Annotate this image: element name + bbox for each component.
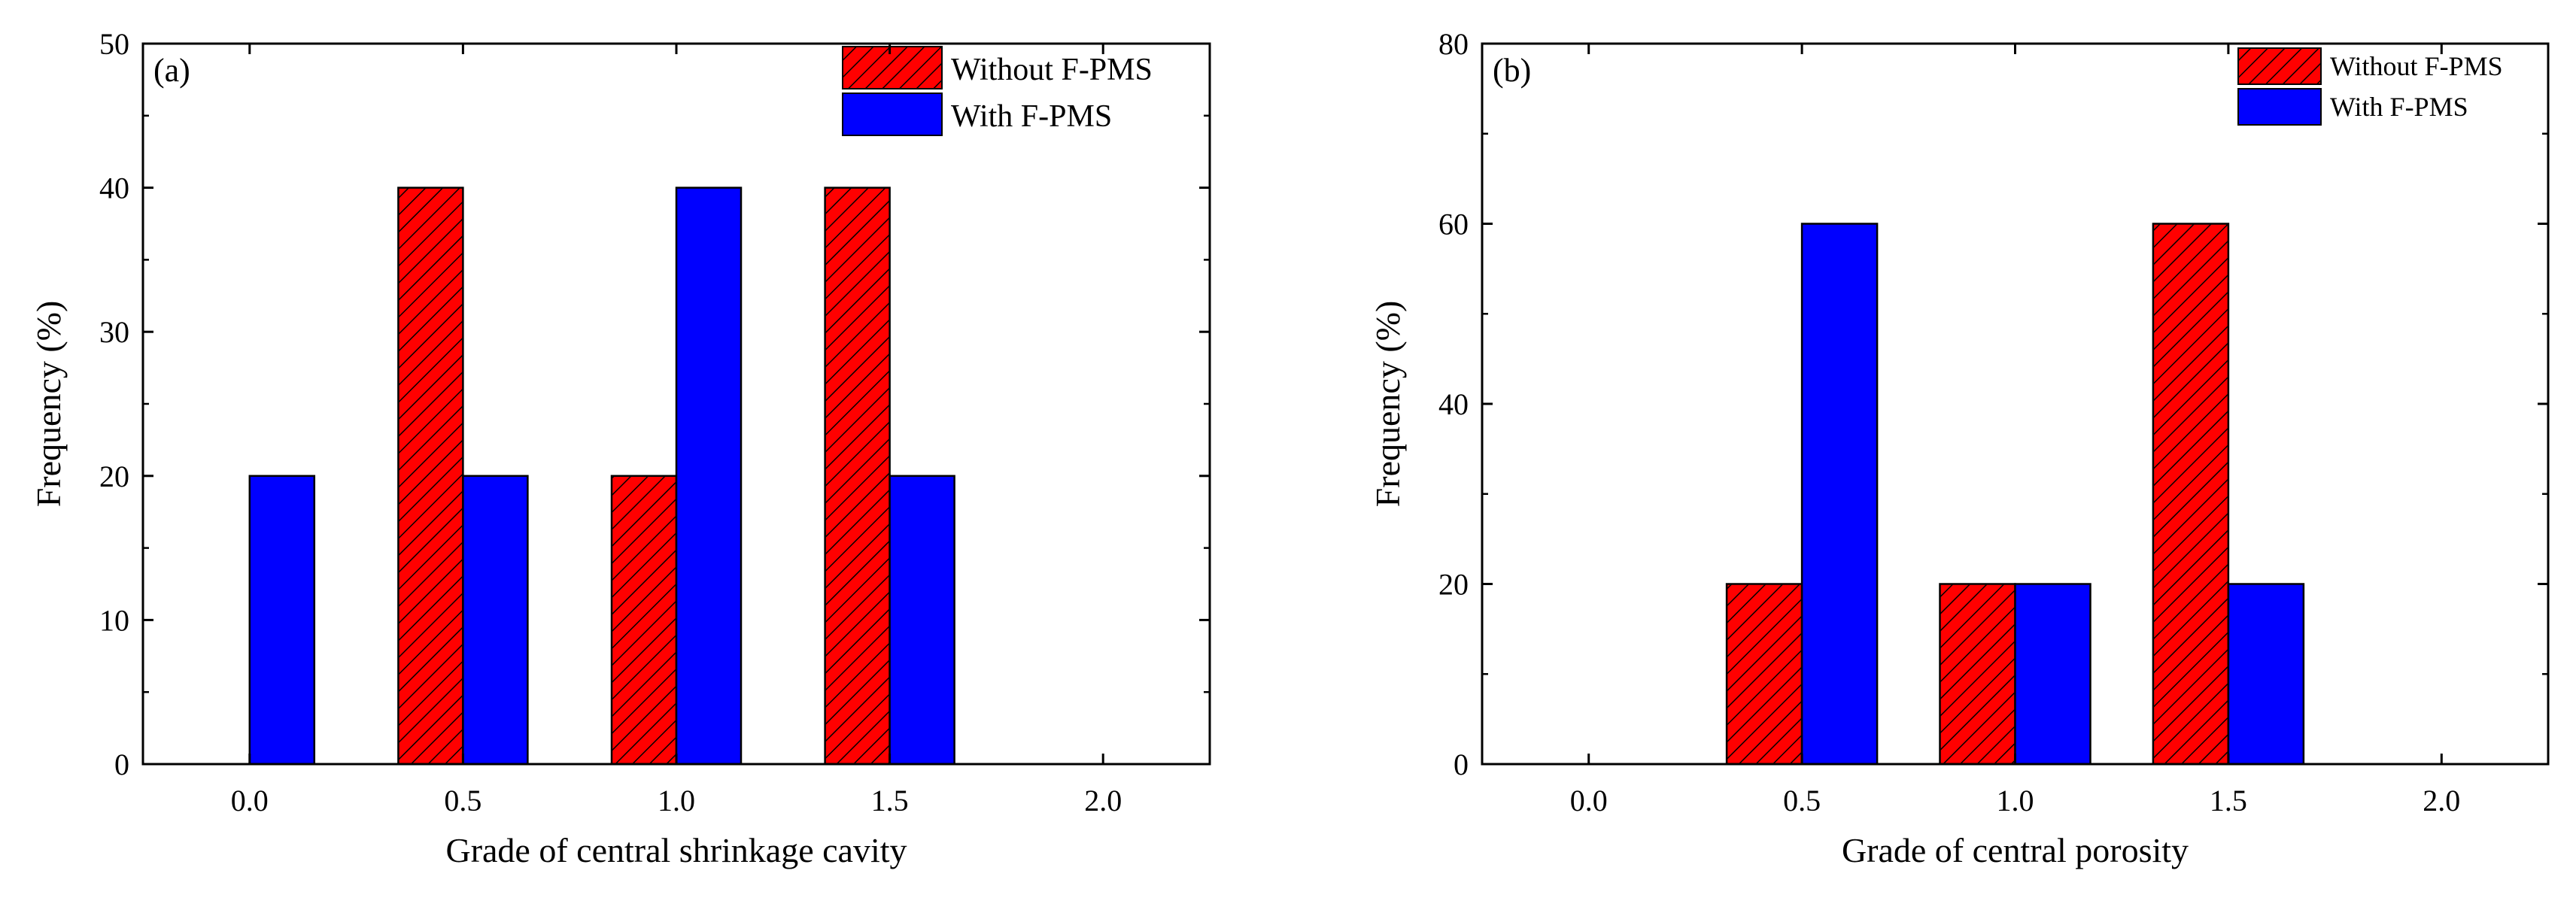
- bar-with-f-pms-0.5: [1800, 223, 1879, 766]
- y-tick-label: 0: [114, 748, 129, 781]
- x-tick-label: 0.5: [1783, 784, 1821, 817]
- x-tick-label: 1.5: [871, 784, 909, 817]
- y-axis-title: Frequency (%): [29, 301, 68, 508]
- panel-label: (b): [1493, 52, 1531, 89]
- bar-with-f-pms-1.5: [889, 475, 955, 766]
- x-tick-label: 1.0: [1997, 784, 2034, 817]
- legend: Without F-PMS With F-PMS: [2237, 47, 2503, 126]
- legend-label-without-f-pms: Without F-PMS: [951, 53, 1153, 87]
- x-tick-label: 2.0: [2423, 784, 2460, 817]
- bar-without-f-pms-1.0: [610, 475, 678, 766]
- axis-ticks: 0 20 40 60 80 0.0 0.5 1.0 1.5 2.0: [1438, 27, 2548, 817]
- x-tick-label: 0.0: [231, 784, 269, 817]
- bar-without-f-pms-0.5: [397, 187, 464, 766]
- legend-swatch-without-f-pms: [2237, 47, 2322, 85]
- axis-ticks: 0 10 20 30 40 50 0.0 0.5 1.0 1.5 2.0: [99, 27, 1210, 817]
- legend: Without F-PMS With F-PMS: [842, 46, 1153, 136]
- bar-without-f-pms-0.5: [1725, 583, 1803, 766]
- legend-swatch-with-f-pms: [842, 93, 943, 136]
- bars: [1725, 223, 2305, 766]
- y-tick-label: 60: [1438, 208, 1469, 241]
- y-axis-title: Frequency (%): [1368, 301, 1407, 508]
- y-tick-label: 40: [1438, 387, 1469, 421]
- y-tick-label: 80: [1438, 27, 1469, 61]
- bar-without-f-pms-1.5: [824, 187, 891, 766]
- x-axis-title: Grade of central porosity: [1842, 831, 2189, 869]
- legend-label-with-f-pms: With F-PMS: [2330, 92, 2468, 122]
- x-tick-label: 2.0: [1084, 784, 1122, 817]
- legend-swatch-without-f-pms: [842, 46, 943, 89]
- plot-frame: [141, 42, 1211, 766]
- bar-with-f-pms-0.0: [248, 475, 316, 766]
- bars: [248, 187, 955, 766]
- bar-with-f-pms-1.0: [2014, 583, 2091, 766]
- legend-label-without-f-pms: Without F-PMS: [2330, 51, 2503, 81]
- bar-without-f-pms-1.0: [1939, 583, 2016, 766]
- y-tick-label: 30: [99, 315, 129, 349]
- x-tick-label: 0.0: [1570, 784, 1608, 817]
- legend-swatch-with-f-pms: [2237, 88, 2322, 126]
- y-tick-label: 50: [99, 27, 129, 61]
- y-tick-label: 20: [1438, 568, 1469, 602]
- y-tick-label: 20: [99, 460, 129, 493]
- bar-with-f-pms-1.5: [2227, 583, 2305, 766]
- y-tick-label: 40: [99, 171, 129, 205]
- y-tick-label: 0: [1454, 748, 1469, 781]
- x-tick-label: 1.0: [658, 784, 695, 817]
- chart-panel-a: (a) Without F-PMS With F-PMS 0 10 20 30 40 50…: [29, 27, 1211, 869]
- x-axis-title: Grade of central shrinkage cavity: [445, 831, 907, 869]
- legend-label-with-f-pms: With F-PMS: [951, 99, 1112, 134]
- panel-label: (a): [153, 52, 190, 89]
- bar-with-f-pms-1.0: [675, 187, 743, 766]
- bar-without-f-pms-1.5: [2152, 223, 2230, 766]
- y-tick-label: 10: [99, 603, 129, 637]
- chart-panel-b: (b) Without F-PMS With F-PMS 0 20 40 60 80 0.…: [1368, 27, 2550, 869]
- bar-with-f-pms-0.5: [462, 475, 529, 766]
- plot-frame: [1481, 42, 2550, 766]
- x-tick-label: 0.5: [444, 784, 481, 817]
- x-tick-label: 1.5: [2210, 784, 2247, 817]
